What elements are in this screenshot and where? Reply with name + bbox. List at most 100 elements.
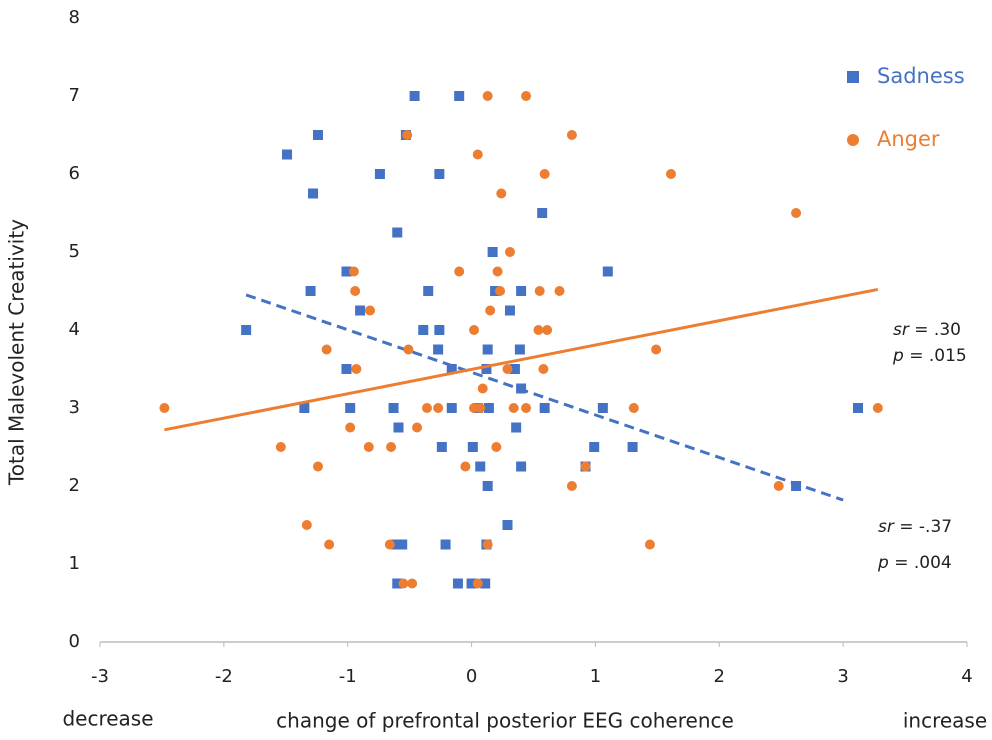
point xyxy=(628,403,639,413)
point xyxy=(299,403,310,413)
point xyxy=(467,442,478,452)
point xyxy=(502,364,513,374)
point xyxy=(365,305,376,316)
point xyxy=(388,403,399,413)
point xyxy=(597,403,608,413)
point xyxy=(392,578,403,589)
point xyxy=(521,91,532,101)
point xyxy=(436,442,447,452)
legend-label: Sadness xyxy=(877,64,965,88)
point xyxy=(509,364,520,374)
y-tick-label: 8 xyxy=(69,7,80,28)
point xyxy=(475,403,486,413)
y-tick-label: 6 xyxy=(69,163,80,184)
point xyxy=(446,364,457,374)
point xyxy=(434,169,445,179)
y-tick-label: 1 xyxy=(69,553,80,574)
point xyxy=(454,266,465,277)
point xyxy=(773,481,784,491)
point xyxy=(483,403,494,413)
point xyxy=(481,364,492,374)
point xyxy=(791,481,802,491)
point xyxy=(351,364,362,374)
point xyxy=(508,403,519,413)
point xyxy=(440,539,451,550)
point xyxy=(384,539,395,550)
point xyxy=(454,91,465,101)
point xyxy=(516,461,527,472)
point xyxy=(348,266,359,277)
point xyxy=(386,442,397,452)
point xyxy=(516,286,527,296)
point xyxy=(482,344,493,355)
point xyxy=(345,403,356,413)
y-tick-label: 5 xyxy=(69,241,80,262)
trend-line xyxy=(164,287,879,432)
point xyxy=(321,344,332,355)
point xyxy=(402,130,413,140)
point xyxy=(275,442,286,452)
annotation-text: = -.37 xyxy=(894,517,952,537)
y-tick-label: 2 xyxy=(69,475,80,496)
point xyxy=(433,403,444,413)
annotation: sr = .30 xyxy=(893,320,961,340)
point xyxy=(452,578,463,589)
point xyxy=(496,188,507,199)
x-tick-label: 2 xyxy=(714,666,725,687)
point xyxy=(853,403,864,413)
point xyxy=(602,266,613,277)
point xyxy=(627,442,638,452)
x-tick-label: 1 xyxy=(590,666,601,687)
legend-marker xyxy=(847,134,859,146)
annotation-italic: sr xyxy=(893,320,910,340)
trend-line xyxy=(245,293,844,502)
point xyxy=(537,208,548,218)
point xyxy=(791,208,802,218)
point xyxy=(363,442,374,452)
point xyxy=(651,344,662,355)
x-note: decrease xyxy=(62,707,153,731)
point xyxy=(393,422,404,433)
point xyxy=(482,91,493,101)
point xyxy=(374,169,385,179)
point xyxy=(533,325,544,335)
point xyxy=(566,481,577,491)
point xyxy=(472,149,483,160)
point xyxy=(446,403,457,413)
point xyxy=(491,442,502,452)
point xyxy=(282,149,293,160)
point xyxy=(589,442,600,452)
annotation-text: = .30 xyxy=(909,320,961,340)
point xyxy=(324,539,335,550)
point xyxy=(580,461,591,472)
point xyxy=(418,325,429,335)
point xyxy=(482,481,493,491)
point xyxy=(502,520,513,530)
annotation: p = .004 xyxy=(877,553,952,573)
x-tick-label: -2 xyxy=(215,666,233,687)
point xyxy=(433,344,444,355)
point xyxy=(403,344,414,355)
point xyxy=(301,520,312,530)
point xyxy=(539,169,550,179)
point xyxy=(469,325,480,335)
point xyxy=(159,403,170,413)
point xyxy=(542,325,553,335)
point xyxy=(521,403,532,413)
point xyxy=(872,403,883,413)
point xyxy=(485,305,496,316)
point xyxy=(391,539,402,550)
point xyxy=(554,286,565,296)
point xyxy=(355,305,366,316)
point xyxy=(407,578,418,589)
point xyxy=(514,344,525,355)
point xyxy=(398,578,409,589)
y-tick-label: 4 xyxy=(69,319,80,340)
annotation-italic: p xyxy=(877,553,889,573)
x-axis-title: change of prefrontal posterior EEG coher… xyxy=(276,709,734,733)
annotation-italic: p xyxy=(892,346,904,366)
y-axis-title: Total Malevolent Creativity xyxy=(5,219,29,486)
point xyxy=(308,188,319,199)
y-tick-label: 0 xyxy=(69,631,80,652)
point xyxy=(392,227,403,238)
